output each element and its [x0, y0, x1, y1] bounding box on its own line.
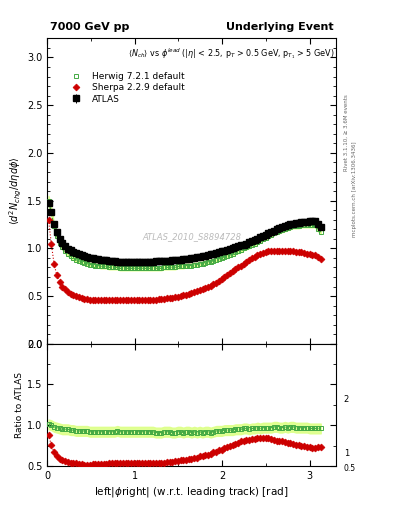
Herwig 7.2.1 default: [46, 198, 51, 204]
Herwig 7.2.1 default: [211, 258, 216, 264]
Legend: Herwig 7.2.1 default, Sherpa 2.2.9 default, ATLAS: Herwig 7.2.1 default, Sherpa 2.2.9 defau…: [63, 70, 187, 105]
Y-axis label: $\langle d^2 N_{chg}/d\eta d\phi \rangle$: $\langle d^2 N_{chg}/d\eta d\phi \rangle…: [8, 157, 24, 225]
Text: 0.5: 0.5: [344, 464, 356, 473]
Sherpa 2.2.9 default: [211, 281, 216, 287]
Sherpa 2.2.9 default: [101, 297, 106, 303]
X-axis label: left|$\phi$right| (w.r.t. leading track) [rad]: left|$\phi$right| (w.r.t. leading track)…: [94, 485, 289, 499]
Herwig 7.2.1 default: [307, 222, 312, 228]
Text: 7000 GeV pp: 7000 GeV pp: [50, 23, 129, 32]
Sherpa 2.2.9 default: [87, 297, 92, 303]
Herwig 7.2.1 default: [118, 265, 122, 271]
Line: Herwig 7.2.1 default: Herwig 7.2.1 default: [46, 198, 323, 271]
Text: 1: 1: [344, 449, 349, 458]
Sherpa 2.2.9 default: [112, 297, 117, 303]
Sherpa 2.2.9 default: [299, 249, 304, 255]
Text: ATLAS_2010_S8894728: ATLAS_2010_S8894728: [142, 232, 241, 241]
Text: $\langle N_{ch}\rangle$ vs $\phi^{lead}$ (|$\eta$| < 2.5, p$_T$ > 0.5 GeV, p$_{T: $\langle N_{ch}\rangle$ vs $\phi^{lead}$…: [128, 46, 334, 61]
Text: Rivet 3.1.10, ≥ 3.6M events: Rivet 3.1.10, ≥ 3.6M events: [344, 95, 349, 172]
Herwig 7.2.1 default: [189, 263, 194, 269]
Herwig 7.2.1 default: [318, 229, 323, 235]
Y-axis label: Ratio to ATLAS: Ratio to ATLAS: [15, 372, 24, 438]
Text: Underlying Event: Underlying Event: [226, 23, 333, 32]
Herwig 7.2.1 default: [98, 263, 103, 269]
Herwig 7.2.1 default: [109, 264, 114, 270]
Line: Sherpa 2.2.9 default: Sherpa 2.2.9 default: [46, 217, 323, 302]
Sherpa 2.2.9 default: [318, 256, 323, 262]
Sherpa 2.2.9 default: [46, 217, 51, 223]
Sherpa 2.2.9 default: [189, 290, 194, 296]
Herwig 7.2.1 default: [299, 222, 304, 228]
Text: 2: 2: [344, 395, 349, 404]
Text: mcplots.cern.ch [arXiv:1306.3436]: mcplots.cern.ch [arXiv:1306.3436]: [352, 142, 357, 237]
Sherpa 2.2.9 default: [307, 251, 312, 257]
